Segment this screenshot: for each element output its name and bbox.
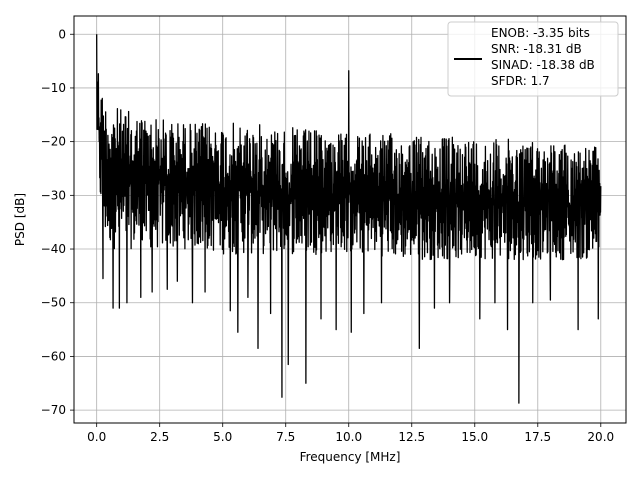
y-tick-label: −60	[41, 349, 66, 363]
x-tick-label: 17.5	[524, 430, 551, 444]
y-tick-label: −70	[41, 403, 66, 417]
y-tick-label: 0	[58, 27, 66, 41]
legend-sinad-text: SINAD: -18.38 dB	[491, 58, 595, 72]
legend-snr-text: SNR: -18.31 dB	[491, 42, 582, 56]
x-tick-label: 15.0	[461, 430, 488, 444]
plot-frame	[73, 15, 627, 424]
legend-box	[447, 21, 619, 97]
x-tick-label: 10.0	[335, 430, 362, 444]
axes-layer: 0.0 2.5 5.0 7.5 10.0 12.5 15.0 17.5 20.0 0 −10 −20 −…	[41, 27, 614, 444]
y-tick-label: −30	[41, 188, 66, 202]
signal-layer	[96, 34, 602, 404]
x-tick-label: 20.0	[587, 430, 614, 444]
y-tick-label: −50	[41, 296, 66, 310]
y-tick-label: −20	[41, 135, 66, 149]
x-tick-label: 2.5	[150, 430, 169, 444]
legend-sfdr-text: SFDR: 1.7	[491, 74, 550, 88]
x-axis-label: Frequency [MHz]	[300, 450, 401, 464]
legend: ENOB: -3.35 bits SNR: -18.31 dB SINAD: -…	[447, 21, 619, 97]
y-tick-label: −40	[41, 242, 66, 256]
x-tick-label: 7.5	[276, 430, 295, 444]
x-tick-label: 5.0	[213, 430, 232, 444]
x-tick-label: 0.0	[87, 430, 106, 444]
x-tick-label: 12.5	[398, 430, 425, 444]
y-tick-label: −10	[41, 81, 66, 95]
y-axis-label: PSD [dB]	[13, 193, 27, 246]
psd-trace-line	[96, 34, 602, 404]
legend-enob-text: ENOB: -3.35 bits	[491, 26, 590, 40]
